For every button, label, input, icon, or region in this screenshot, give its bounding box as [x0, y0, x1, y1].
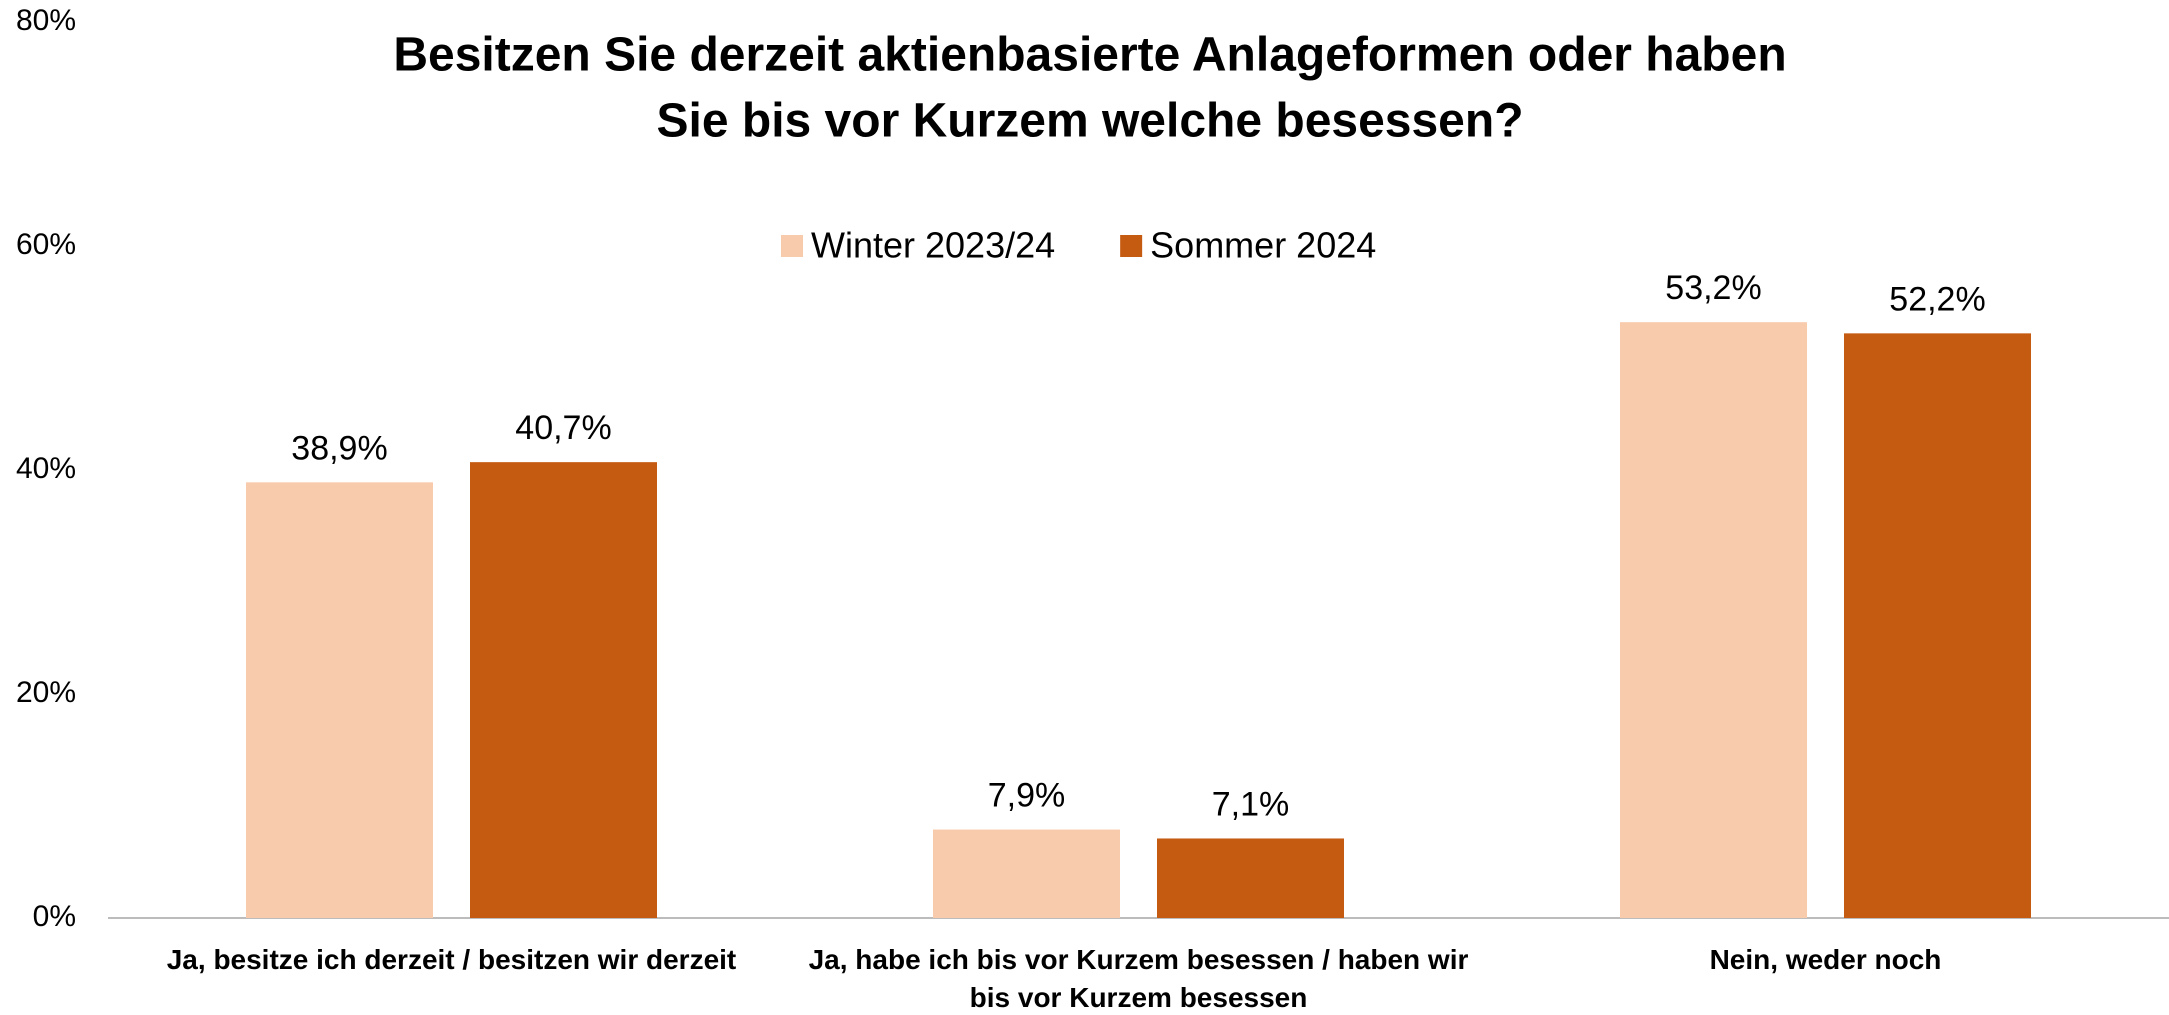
y-tick-label: 40%	[16, 452, 76, 485]
x-tick-label: Ja, besitze ich derzeit / besitzen wir d…	[166, 944, 737, 975]
bar	[1620, 322, 1807, 918]
data-label: 40,7%	[515, 409, 611, 447]
data-label: 52,2%	[1889, 280, 1985, 318]
legend-label: Winter 2023/24	[811, 225, 1055, 266]
bar	[470, 462, 657, 918]
y-tick-label: 0%	[33, 900, 76, 933]
bar	[1157, 838, 1344, 918]
bar	[1844, 333, 2031, 918]
x-tick-label: Ja, habe ich bis vor Kurzem besessen / h…	[808, 944, 1469, 1013]
legend-swatch	[1120, 235, 1143, 257]
data-label: 38,9%	[291, 429, 387, 467]
y-tick-label: 80%	[16, 4, 76, 37]
x-tick-label: Nein, weder noch	[1709, 944, 1942, 975]
data-label: 7,1%	[1212, 785, 1290, 823]
bar	[933, 829, 1120, 918]
chart-title: Sie bis vor Kurzem welche besessen?	[656, 95, 1523, 148]
y-tick-label: 20%	[16, 676, 76, 709]
data-label: 53,2%	[1665, 269, 1761, 307]
bar	[246, 482, 433, 918]
legend-label: Sommer 2024	[1150, 225, 1376, 266]
data-label: 7,9%	[988, 777, 1066, 815]
y-tick-label: 60%	[16, 228, 76, 261]
chart-title: Besitzen Sie derzeit aktienbasierte Anla…	[393, 29, 1786, 82]
legend-swatch	[781, 235, 803, 257]
